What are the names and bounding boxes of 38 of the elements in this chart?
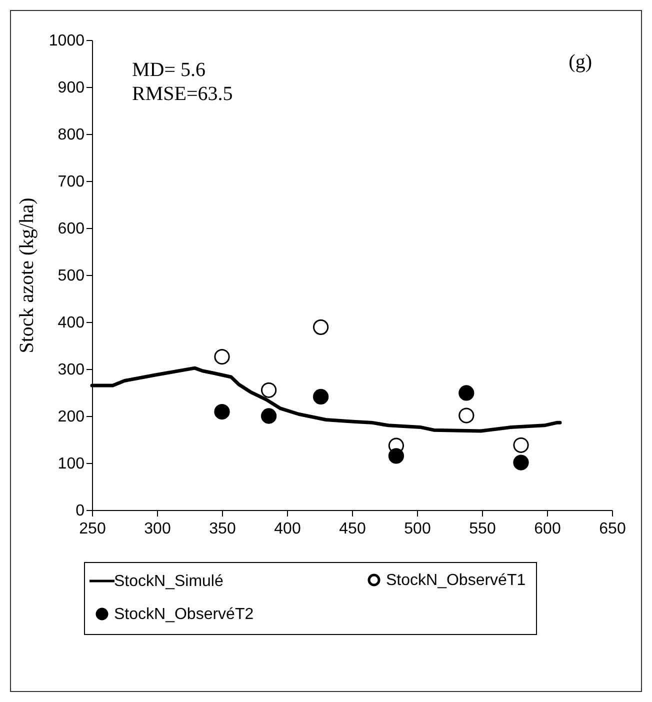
point bbox=[388, 448, 404, 464]
point bbox=[214, 348, 230, 365]
y-tick-label: 700 bbox=[58, 174, 85, 190]
point bbox=[214, 404, 230, 420]
y-tick-label: 400 bbox=[58, 314, 85, 332]
x-tick-label: 250 bbox=[79, 520, 106, 538]
y-tick-label: 500 bbox=[58, 268, 85, 284]
annotation: (g) bbox=[568, 51, 592, 73]
x-tick-label: 600 bbox=[534, 520, 561, 538]
y-tick-label: 200 bbox=[58, 408, 85, 426]
x-tick-label: 300 bbox=[144, 520, 171, 538]
point bbox=[513, 454, 529, 470]
point bbox=[513, 437, 529, 453]
y-axis-title: Stock azote (kg/ha) bbox=[16, 198, 38, 354]
y-tick-label: 100 bbox=[58, 456, 85, 472]
y-tick-label: 0 bbox=[76, 502, 85, 520]
y-tick-label: 1000 bbox=[48, 32, 85, 50]
x-tick-label: 550 bbox=[469, 520, 496, 538]
point bbox=[312, 388, 329, 405]
x-tick-label: 350 bbox=[209, 520, 236, 538]
point bbox=[260, 408, 277, 424]
y-tick-label: 900 bbox=[58, 80, 85, 96]
point bbox=[312, 319, 329, 335]
x-tick-label: 650 bbox=[599, 520, 626, 538]
legend-label: StockN_ObservéT2 bbox=[114, 606, 254, 623]
x-tick-label: 450 bbox=[339, 520, 366, 538]
point bbox=[458, 385, 474, 401]
point bbox=[260, 382, 277, 398]
x-tick-label: 500 bbox=[404, 520, 431, 538]
point bbox=[458, 408, 474, 424]
x-tick-label: 400 bbox=[274, 520, 301, 538]
y-tick-label: 300 bbox=[58, 362, 85, 378]
y-tick-label: 600 bbox=[58, 220, 85, 238]
y-tick-label: 800 bbox=[58, 126, 85, 144]
annotation: RMSE=63.5 bbox=[132, 83, 233, 105]
annotation: MD= 5.6 bbox=[132, 59, 206, 81]
legend-label: StockN_Simulé bbox=[114, 573, 224, 590]
legend-label: StockN_ObservéT1 bbox=[386, 572, 526, 589]
